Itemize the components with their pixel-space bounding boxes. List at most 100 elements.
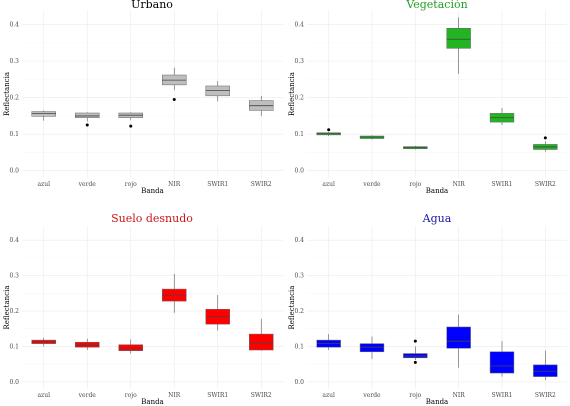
panel-title: Urbano: [131, 0, 173, 11]
panel-4: Agua 0.0 0.1 0.2 0.3 0.4 azul verde rojo NIR SWIR1…: [288, 212, 567, 406]
outlier-point: [543, 136, 547, 140]
box-body: [446, 326, 471, 349]
y-tick-label: 0.1: [294, 131, 304, 138]
box-rojo: [118, 112, 143, 128]
box-rojo: [403, 145, 428, 150]
y-tick-label: 0.2: [294, 95, 304, 102]
y-tick-label: 0.0: [294, 379, 304, 386]
x-tick-label: verde: [362, 392, 381, 399]
x-tick-label: SWIR1: [207, 181, 228, 188]
box-SWIR2: [533, 136, 558, 152]
x-tick-label: SWIR2: [535, 392, 556, 399]
box-azul: [31, 337, 56, 347]
panel-title: Suelo desnudo: [111, 212, 193, 225]
box-SWIR2: [533, 350, 558, 381]
x-axis-label: Banda: [426, 187, 448, 195]
y-tick-label: 0.1: [9, 343, 19, 350]
outlier-point: [129, 124, 133, 128]
x-tick-label: rojo: [125, 181, 137, 188]
x-axis-label: Banda: [426, 398, 448, 406]
y-tick-label: 0.3: [294, 58, 304, 65]
box-NIR: [162, 273, 187, 313]
panel-title: Vegetación: [405, 0, 467, 11]
y-axis-label: Reflectancia: [3, 286, 11, 330]
box-NIR: [162, 67, 187, 101]
y-tick-label: 0.4: [9, 237, 19, 244]
outlier-point: [327, 128, 331, 132]
box-verde: [75, 112, 100, 127]
y-tick-label: 0.4: [294, 237, 304, 244]
box-azul: [31, 110, 56, 121]
x-tick-label: SWIR2: [535, 181, 556, 188]
x-tick-label: NIR: [453, 181, 466, 188]
box-body: [446, 28, 471, 49]
y-tick-label: 0.4: [9, 22, 19, 29]
x-tick-label: SWIR2: [251, 181, 272, 188]
box-rojo: [403, 339, 428, 364]
y-tick-label: 0.4: [294, 22, 304, 29]
box-body: [205, 85, 230, 97]
box-body: [75, 112, 100, 118]
box-verde: [359, 336, 385, 359]
box-body: [249, 333, 274, 351]
x-tick-label: SWIR1: [492, 392, 513, 399]
box-SWIR1: [489, 341, 515, 377]
box-SWIR1: [205, 81, 230, 102]
y-tick-label: 0.2: [9, 308, 19, 315]
x-tick-label: verde: [78, 181, 97, 188]
outlier-point: [413, 360, 417, 364]
x-tick-label: NIR: [168, 181, 181, 188]
x-tick-label: verde: [362, 181, 381, 188]
x-tick-label: SWIR1: [207, 392, 228, 399]
y-tick-label: 0.0: [9, 168, 19, 175]
y-tick-label: 0.3: [9, 58, 19, 65]
box-body: [533, 364, 558, 377]
box-NIR: [446, 17, 471, 74]
y-tick-label: 0.1: [9, 131, 19, 138]
y-tick-label: 0.0: [294, 168, 304, 175]
x-tick-label: SWIR2: [251, 392, 272, 399]
panel-title: Agua: [422, 212, 452, 225]
box-verde: [75, 338, 100, 351]
box-azul: [316, 128, 341, 136]
x-axis-label: Banda: [141, 187, 163, 195]
x-tick-label: SWIR1: [492, 181, 513, 188]
box-SWIR2: [249, 318, 274, 351]
box-body: [359, 343, 385, 353]
box-SWIR1: [205, 295, 230, 331]
box-NIR: [446, 314, 471, 368]
y-tick-label: 0.2: [294, 308, 304, 315]
y-axis-label: Reflectancia: [3, 72, 11, 116]
panel-2: Vegetación 0.0 0.1 0.2 0.3 0.4 azul verde rojo NI…: [288, 0, 567, 195]
y-tick-label: 0.1: [294, 343, 304, 350]
x-tick-label: verde: [78, 392, 97, 399]
outlier-point: [172, 97, 176, 101]
y-axis-label: Reflectancia: [288, 72, 296, 116]
x-tick-label: rojo: [409, 181, 421, 188]
x-tick-label: rojo: [125, 392, 137, 399]
y-tick-label: 0.3: [9, 273, 19, 280]
y-tick-label: 0.3: [294, 273, 304, 280]
box-verde: [359, 135, 385, 140]
x-tick-label: azul: [322, 181, 335, 188]
x-axis-label: Banda: [141, 398, 163, 406]
box-body: [31, 111, 56, 117]
outlier-point: [413, 339, 417, 343]
box-rojo: [118, 339, 143, 354]
box-SWIR1: [489, 107, 515, 126]
outlier-point: [85, 123, 89, 127]
x-tick-label: NIR: [168, 392, 181, 399]
y-tick-label: 0.0: [9, 379, 19, 386]
x-tick-label: NIR: [453, 392, 466, 399]
x-tick-label: rojo: [409, 392, 421, 399]
x-tick-label: azul: [322, 392, 335, 399]
x-tick-label: azul: [37, 181, 50, 188]
y-axis-label: Reflectancia: [288, 286, 296, 330]
box-body: [118, 344, 143, 351]
box-azul: [316, 334, 341, 351]
box-body: [489, 351, 515, 374]
panel-1: Urbano 0.0 0.1 0.2 0.3 0.4 azul verde rojo NIR SWI…: [3, 0, 283, 195]
box-SWIR2: [249, 95, 274, 116]
panel-3: Suelo desnudo 0.0 0.1 0.2 0.3 0.4 azul verde roj…: [3, 212, 283, 406]
